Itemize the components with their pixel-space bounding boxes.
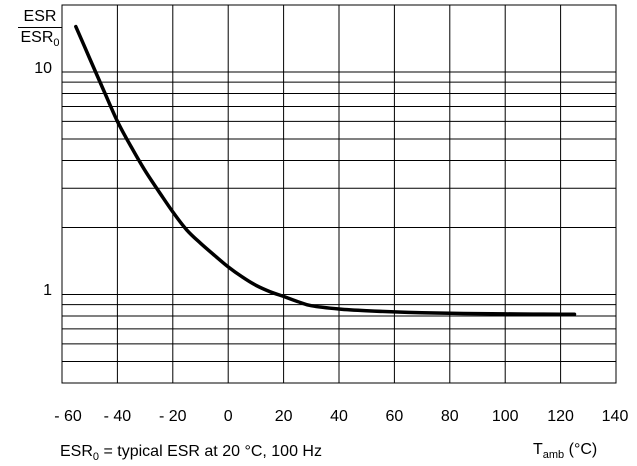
y-axis-label: ESR ESR0 bbox=[18, 8, 62, 49]
x-tick-label: 120 bbox=[547, 408, 574, 425]
x-tick-label: 140 bbox=[601, 408, 629, 425]
x-tick-label: 40 bbox=[330, 408, 348, 425]
x-label-unit: (°C) bbox=[568, 441, 598, 458]
x-tick-label: - 60 bbox=[54, 408, 82, 425]
y-tick-label: 1 bbox=[43, 282, 52, 300]
grid bbox=[62, 5, 616, 383]
x-tick-label: 80 bbox=[440, 408, 459, 425]
x-tick-label: 100 bbox=[491, 408, 519, 425]
y-label-den-main: ESR bbox=[20, 29, 54, 46]
footnote: ESR0 = typical ESR at 20 °C, 100 Hz bbox=[60, 443, 322, 463]
note-rest: = typical ESR at 20 °C, 100 Hz bbox=[99, 443, 322, 460]
x-tick-label: - 40 bbox=[103, 408, 132, 425]
x-label-sub: amb bbox=[542, 449, 565, 461]
x-label-main: T bbox=[533, 441, 543, 458]
note-sub: 0 bbox=[92, 451, 100, 463]
y-label-numerator: ESR bbox=[18, 8, 62, 28]
x-tick-label: 20 bbox=[274, 408, 293, 425]
note-main: ESR bbox=[60, 443, 93, 460]
esr-ratio-curve bbox=[74, 24, 577, 316]
y-label-denominator: ESR0 bbox=[18, 28, 62, 49]
x-tick-label: - 20 bbox=[159, 408, 187, 425]
x-tick-label: 0 bbox=[223, 408, 233, 425]
x-tick-label: 60 bbox=[385, 408, 404, 425]
curve-layer bbox=[74, 24, 577, 316]
x-axis-label: Tamb (°C) bbox=[533, 441, 598, 461]
plot-frame bbox=[61, 4, 617, 384]
y-tick-label: 10 bbox=[34, 59, 52, 77]
y-label-den-sub: 0 bbox=[53, 37, 60, 49]
